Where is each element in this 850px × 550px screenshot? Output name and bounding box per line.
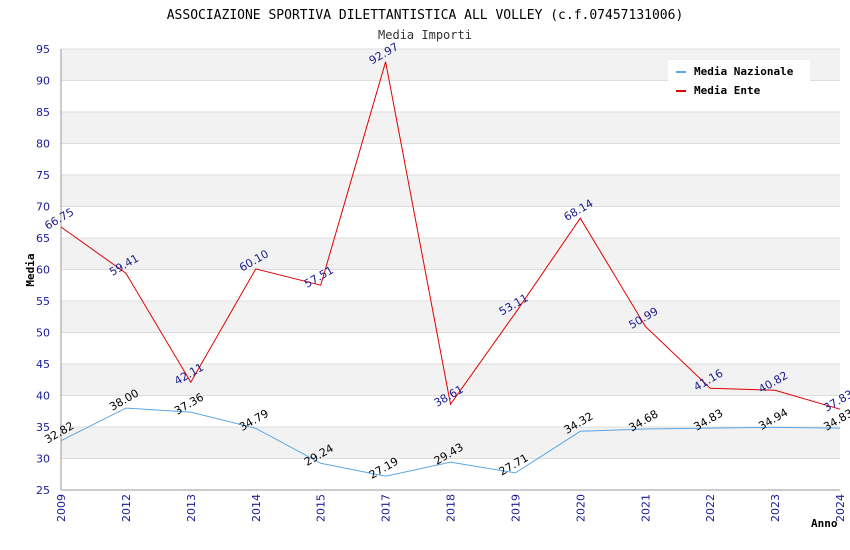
series-line-media-ente bbox=[60, 61, 841, 410]
x-tick-label: 2018 bbox=[445, 494, 458, 522]
y-tick-label: 40 bbox=[36, 390, 50, 403]
y-tick-labels: 25 30 35 40 45 50 55 60 65 70 75 80 85 90 95 bbox=[36, 43, 50, 497]
legend-label-media-nazionale: Media Nazionale bbox=[694, 65, 794, 78]
grid-band bbox=[61, 112, 840, 144]
grid-band bbox=[61, 301, 840, 333]
y-tick-label: 25 bbox=[36, 484, 50, 497]
x-tick-label: 2012 bbox=[120, 494, 133, 522]
x-tick-label: 2022 bbox=[704, 494, 717, 522]
y-tick-label: 55 bbox=[36, 295, 50, 308]
y-tick-label: 70 bbox=[36, 201, 50, 214]
y-tick-label: 60 bbox=[36, 264, 50, 277]
y-tick-label: 95 bbox=[36, 43, 50, 56]
y-tick-label: 85 bbox=[36, 106, 50, 119]
y-tick-label: 75 bbox=[36, 169, 50, 182]
grid-band bbox=[61, 364, 840, 396]
x-tick-labels: 2009 2012 2013 2014 2015 2017 2018 2019 2020 2021… bbox=[55, 494, 847, 522]
y-axis-label: Media bbox=[24, 253, 37, 286]
x-tick-label: 2009 bbox=[55, 494, 68, 522]
series-lines bbox=[60, 61, 841, 477]
x-tick-label: 2023 bbox=[769, 494, 782, 522]
grid-band bbox=[61, 238, 840, 270]
x-axis-label: Anno bbox=[811, 517, 838, 530]
y-tick-label: 35 bbox=[36, 421, 50, 434]
x-tick-label: 2019 bbox=[509, 494, 522, 522]
grid-bands bbox=[61, 49, 840, 459]
x-tick-label: 2015 bbox=[315, 494, 328, 522]
y-tick-label: 65 bbox=[36, 232, 50, 245]
legend: Media Nazionale Media Ente bbox=[668, 60, 810, 102]
x-tick-label: 2024 bbox=[834, 494, 847, 522]
x-tick-label: 2013 bbox=[185, 494, 198, 522]
y-tick-label: 90 bbox=[36, 75, 50, 88]
grid-band bbox=[61, 427, 840, 459]
x-tick-label: 2020 bbox=[574, 494, 587, 522]
y-tick-label: 30 bbox=[36, 453, 50, 466]
grid-band bbox=[61, 175, 840, 207]
x-tick-label: 2014 bbox=[250, 494, 263, 522]
legend-label-media-ente: Media Ente bbox=[694, 84, 761, 97]
legend-box bbox=[668, 60, 810, 102]
chart-title: ASSOCIAZIONE SPORTIVA DILETTANTISTICA AL… bbox=[167, 8, 684, 23]
y-tick-label: 80 bbox=[36, 138, 50, 151]
series-line-media-nazionale bbox=[60, 407, 841, 477]
x-tick-label: 2021 bbox=[639, 494, 652, 522]
y-tick-label: 50 bbox=[36, 327, 50, 340]
chart-subtitle: Media Importi bbox=[378, 28, 472, 42]
x-tick-label: 2017 bbox=[380, 494, 393, 522]
y-tick-label: 45 bbox=[36, 358, 50, 371]
